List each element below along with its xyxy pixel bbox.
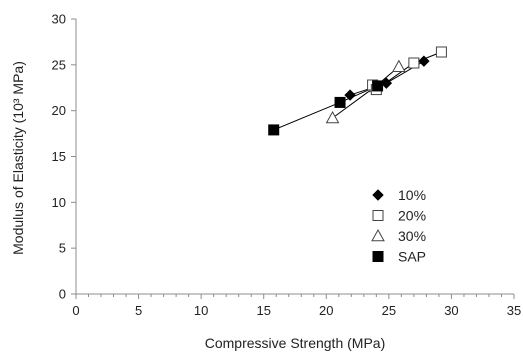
x-tick-label: 35 [507, 303, 521, 318]
data-point [325, 110, 340, 124]
y-tick-label: 5 [59, 241, 66, 256]
x-axis-title: Compressive Strength (MPa) [205, 335, 386, 351]
y-tick-label: 15 [52, 149, 66, 164]
legend-label: 30% [398, 228, 426, 244]
data-point [344, 89, 356, 101]
y-tick-label: 0 [59, 287, 66, 302]
y-tick-label: 30 [52, 12, 66, 27]
data-point [334, 96, 346, 108]
x-tick-label: 0 [72, 303, 79, 318]
legend-marker [372, 189, 384, 201]
x-tick-label: 5 [135, 303, 142, 318]
x-tick-label: 25 [382, 303, 396, 318]
axes [75, 19, 514, 295]
data-point [372, 80, 384, 92]
x-tick-label: 30 [444, 303, 458, 318]
legend: 10% 20% 30% SAP [371, 187, 426, 265]
series-line-3 [273, 85, 378, 131]
legend-marker [372, 210, 384, 221]
data-point [418, 55, 430, 67]
series-line-2 [332, 66, 400, 119]
legend-marker [371, 228, 385, 242]
legend-label: SAP [398, 249, 426, 265]
data-point [268, 124, 280, 136]
y-axis-ticks: 0 5 10 15 20 25 30 [52, 12, 76, 302]
series-points [268, 46, 447, 136]
legend-marker [372, 251, 384, 262]
y-tick-label: 25 [52, 57, 66, 72]
data-point [392, 59, 406, 72]
x-axis-ticks: 0 5 10 15 20 25 30 35 [72, 294, 521, 318]
data-point [435, 46, 447, 58]
x-tick-label: 15 [256, 303, 270, 318]
x-tick-label: 10 [194, 303, 208, 318]
legend-label: 10% [398, 187, 426, 203]
y-tick-label: 10 [52, 195, 66, 210]
legend-label: 20% [398, 208, 426, 224]
y-axis-title: Modulus of Elasticity (10³ MPa) [10, 61, 26, 255]
x-tick-label: 20 [319, 303, 333, 318]
y-tick-label: 20 [52, 103, 66, 118]
data-point [408, 57, 420, 69]
